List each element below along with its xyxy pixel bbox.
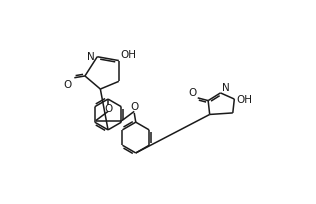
Text: N: N <box>222 83 230 93</box>
Text: N: N <box>87 52 95 62</box>
Text: O: O <box>130 101 138 111</box>
Text: OH: OH <box>237 95 252 104</box>
Text: O: O <box>104 104 112 114</box>
Text: O: O <box>64 79 72 89</box>
Text: OH: OH <box>120 50 137 60</box>
Text: O: O <box>188 88 196 98</box>
